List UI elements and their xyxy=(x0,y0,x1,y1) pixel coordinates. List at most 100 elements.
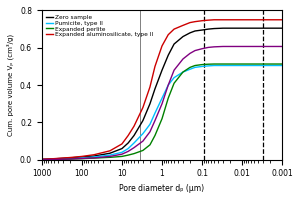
Zero sample xyxy=(120,147,124,150)
Expanded perlite xyxy=(172,82,176,84)
Expanded aluminosilicate, type II xyxy=(167,34,170,36)
Expanded perlite xyxy=(252,63,256,65)
Expanded perlite xyxy=(228,63,232,65)
Expanded aluminosilicate, type II xyxy=(280,19,284,21)
Pumicite, type II xyxy=(181,71,185,73)
Pumicite, type II xyxy=(148,123,152,126)
Expanded aluminosilicate, type II xyxy=(200,20,204,22)
Y-axis label: Cum. pore volume Vₚ (cm³/g): Cum. pore volume Vₚ (cm³/g) xyxy=(7,34,14,136)
Expanded aluminosilicate, type II xyxy=(40,158,44,160)
Expanded perlite xyxy=(92,157,96,159)
Pumicite, type II xyxy=(200,65,204,68)
Expanded aluminosilicate, type II xyxy=(181,24,185,27)
Zero sample xyxy=(126,142,130,144)
Zero sample xyxy=(132,134,136,137)
Zero sample xyxy=(221,27,225,29)
Expanded perlite xyxy=(120,155,124,158)
Expanded perlite xyxy=(193,64,197,67)
Expanded aluminosilicate, type II xyxy=(126,134,130,137)
Expanded perlite xyxy=(52,158,56,161)
Expanded perlite xyxy=(108,156,112,159)
Pumicite, type II xyxy=(92,156,96,158)
Expanded aluminosilicate, type II xyxy=(193,20,197,23)
Zero sample xyxy=(240,27,244,29)
Zero sample xyxy=(141,119,145,122)
Expanded perlite xyxy=(268,63,272,65)
Expanded aluminosilicate, type II xyxy=(228,19,232,21)
Pumicite, type II xyxy=(160,97,164,99)
Pumicite, type II xyxy=(120,151,124,154)
Pumicite, type II xyxy=(193,66,197,69)
Zero sample xyxy=(108,152,112,154)
Expanded perlite xyxy=(132,152,136,155)
Expanded aluminosilicate, type II xyxy=(268,19,272,21)
Expanded aluminosilicate, type II xyxy=(68,156,72,159)
Expanded aluminosilicate, type II xyxy=(240,19,244,21)
Expanded perlite xyxy=(160,118,164,120)
Expanded perlite xyxy=(188,66,192,69)
Pumicite, type II xyxy=(141,132,145,135)
Expanded aluminosilicate, type II xyxy=(188,21,192,24)
Legend: Zero sample, Pumicite, type II, Expanded perlite, Expanded aluminosilicate, type: Zero sample, Pumicite, type II, Expanded… xyxy=(45,13,155,39)
Zero sample xyxy=(80,156,84,158)
Zero sample xyxy=(148,103,152,105)
Expanded perlite xyxy=(200,63,204,66)
Expanded perlite xyxy=(167,97,170,99)
Expanded perlite xyxy=(181,71,185,73)
Zero sample xyxy=(40,158,44,161)
Expanded perlite xyxy=(212,63,216,65)
X-axis label: Pore diameter dₚ (µm): Pore diameter dₚ (µm) xyxy=(119,184,205,193)
Zero sample xyxy=(68,157,72,159)
Expanded perlite xyxy=(240,63,244,65)
Pumicite, type II xyxy=(52,158,56,160)
Expanded aluminosilicate, type II xyxy=(252,19,256,21)
Expanded aluminosilicate, type II xyxy=(141,106,145,109)
Zero sample xyxy=(52,158,56,160)
Pumicite, type II xyxy=(252,64,256,67)
Expanded perlite xyxy=(68,158,72,160)
Expanded aluminosilicate, type II xyxy=(148,86,152,88)
Expanded perlite xyxy=(126,154,130,156)
Zero sample xyxy=(193,30,197,32)
Expanded perlite xyxy=(141,149,145,152)
Pumicite, type II xyxy=(240,64,244,67)
Line: Expanded perlite: Expanded perlite xyxy=(42,64,282,160)
Expanded aluminosilicate, type II xyxy=(92,154,96,156)
Pumicite, type II xyxy=(153,112,157,114)
Zero sample xyxy=(153,88,157,90)
Expanded perlite xyxy=(206,63,210,65)
Zero sample xyxy=(172,43,176,45)
Expanded perlite xyxy=(148,144,152,146)
Pumicite, type II xyxy=(228,64,232,67)
Pumicite, type II xyxy=(167,84,170,86)
Pumicite, type II xyxy=(68,157,72,160)
Pumicite, type II xyxy=(212,64,216,67)
Pumicite, type II xyxy=(172,76,176,79)
Zero sample xyxy=(206,28,210,30)
Expanded perlite xyxy=(40,158,44,161)
Zero sample xyxy=(181,35,185,38)
Expanded aluminosilicate, type II xyxy=(132,125,136,127)
Expanded perlite xyxy=(221,63,225,65)
Expanded perlite xyxy=(280,63,284,65)
Expanded aluminosilicate, type II xyxy=(153,65,157,68)
Expanded aluminosilicate, type II xyxy=(206,19,210,21)
Line: Expanded aluminosilicate, type II: Expanded aluminosilicate, type II xyxy=(42,20,282,159)
Pumicite, type II xyxy=(221,64,225,67)
Zero sample xyxy=(252,27,256,29)
Line: Zero sample: Zero sample xyxy=(42,28,282,159)
Zero sample xyxy=(160,69,164,71)
Expanded aluminosilicate, type II xyxy=(160,45,164,47)
Expanded aluminosilicate, type II xyxy=(80,155,84,158)
Expanded perlite xyxy=(80,157,84,160)
Expanded perlite xyxy=(153,134,157,137)
Zero sample xyxy=(280,27,284,29)
Pumicite, type II xyxy=(188,68,192,70)
Pumicite, type II xyxy=(280,64,284,67)
Expanded aluminosilicate, type II xyxy=(52,157,56,160)
Zero sample xyxy=(200,29,204,31)
Pumicite, type II xyxy=(132,142,136,144)
Pumicite, type II xyxy=(80,157,84,159)
Zero sample xyxy=(188,32,192,34)
Pumicite, type II xyxy=(206,65,210,67)
